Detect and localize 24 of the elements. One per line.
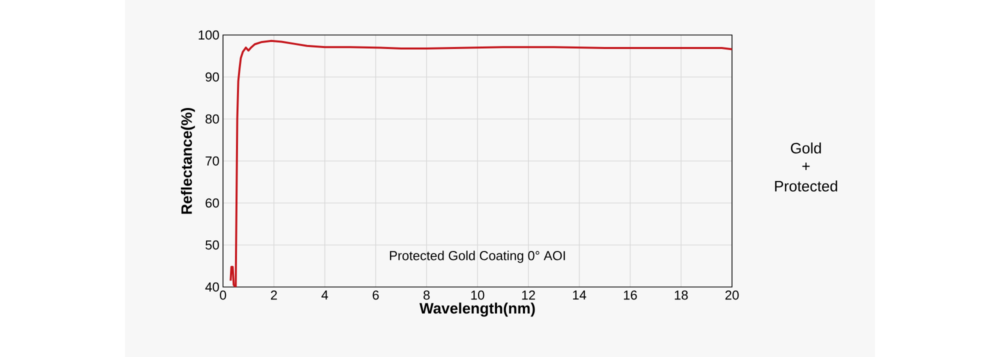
y-tick-label: 70 (206, 156, 219, 166)
y-tick-label: 100 (198, 30, 219, 40)
x-tick-label: 10 (471, 290, 484, 300)
x-tick-label: 8 (424, 290, 430, 300)
x-tick-label: 6 (372, 290, 379, 300)
x-tick-label: 14 (573, 290, 586, 300)
y-tick-label: 50 (206, 240, 219, 250)
x-tick-label: 12 (522, 290, 535, 300)
x-tick-label: 20 (725, 290, 739, 300)
x-axis-title: Wavelength(nm) (419, 302, 535, 317)
text: + (802, 162, 810, 170)
text: Gold (790, 142, 821, 154)
y-tick-label: 40 (205, 282, 219, 292)
y-tick-label: 60 (206, 198, 219, 208)
x-tick-label: 18 (674, 290, 688, 300)
text: Protected (775, 180, 838, 192)
y-tick-label: 90 (206, 72, 219, 82)
y-tick-label: 80 (206, 114, 219, 124)
x-tick-label: 16 (624, 290, 637, 300)
x-tick-label: 0 (220, 290, 226, 300)
x-tick-label: 4 (321, 290, 328, 300)
annotation: Protected Gold Coating 0° AOI (390, 250, 565, 263)
x-tick-label: 2 (270, 290, 277, 300)
y-axis-title: Reflectance(%) (180, 108, 195, 214)
